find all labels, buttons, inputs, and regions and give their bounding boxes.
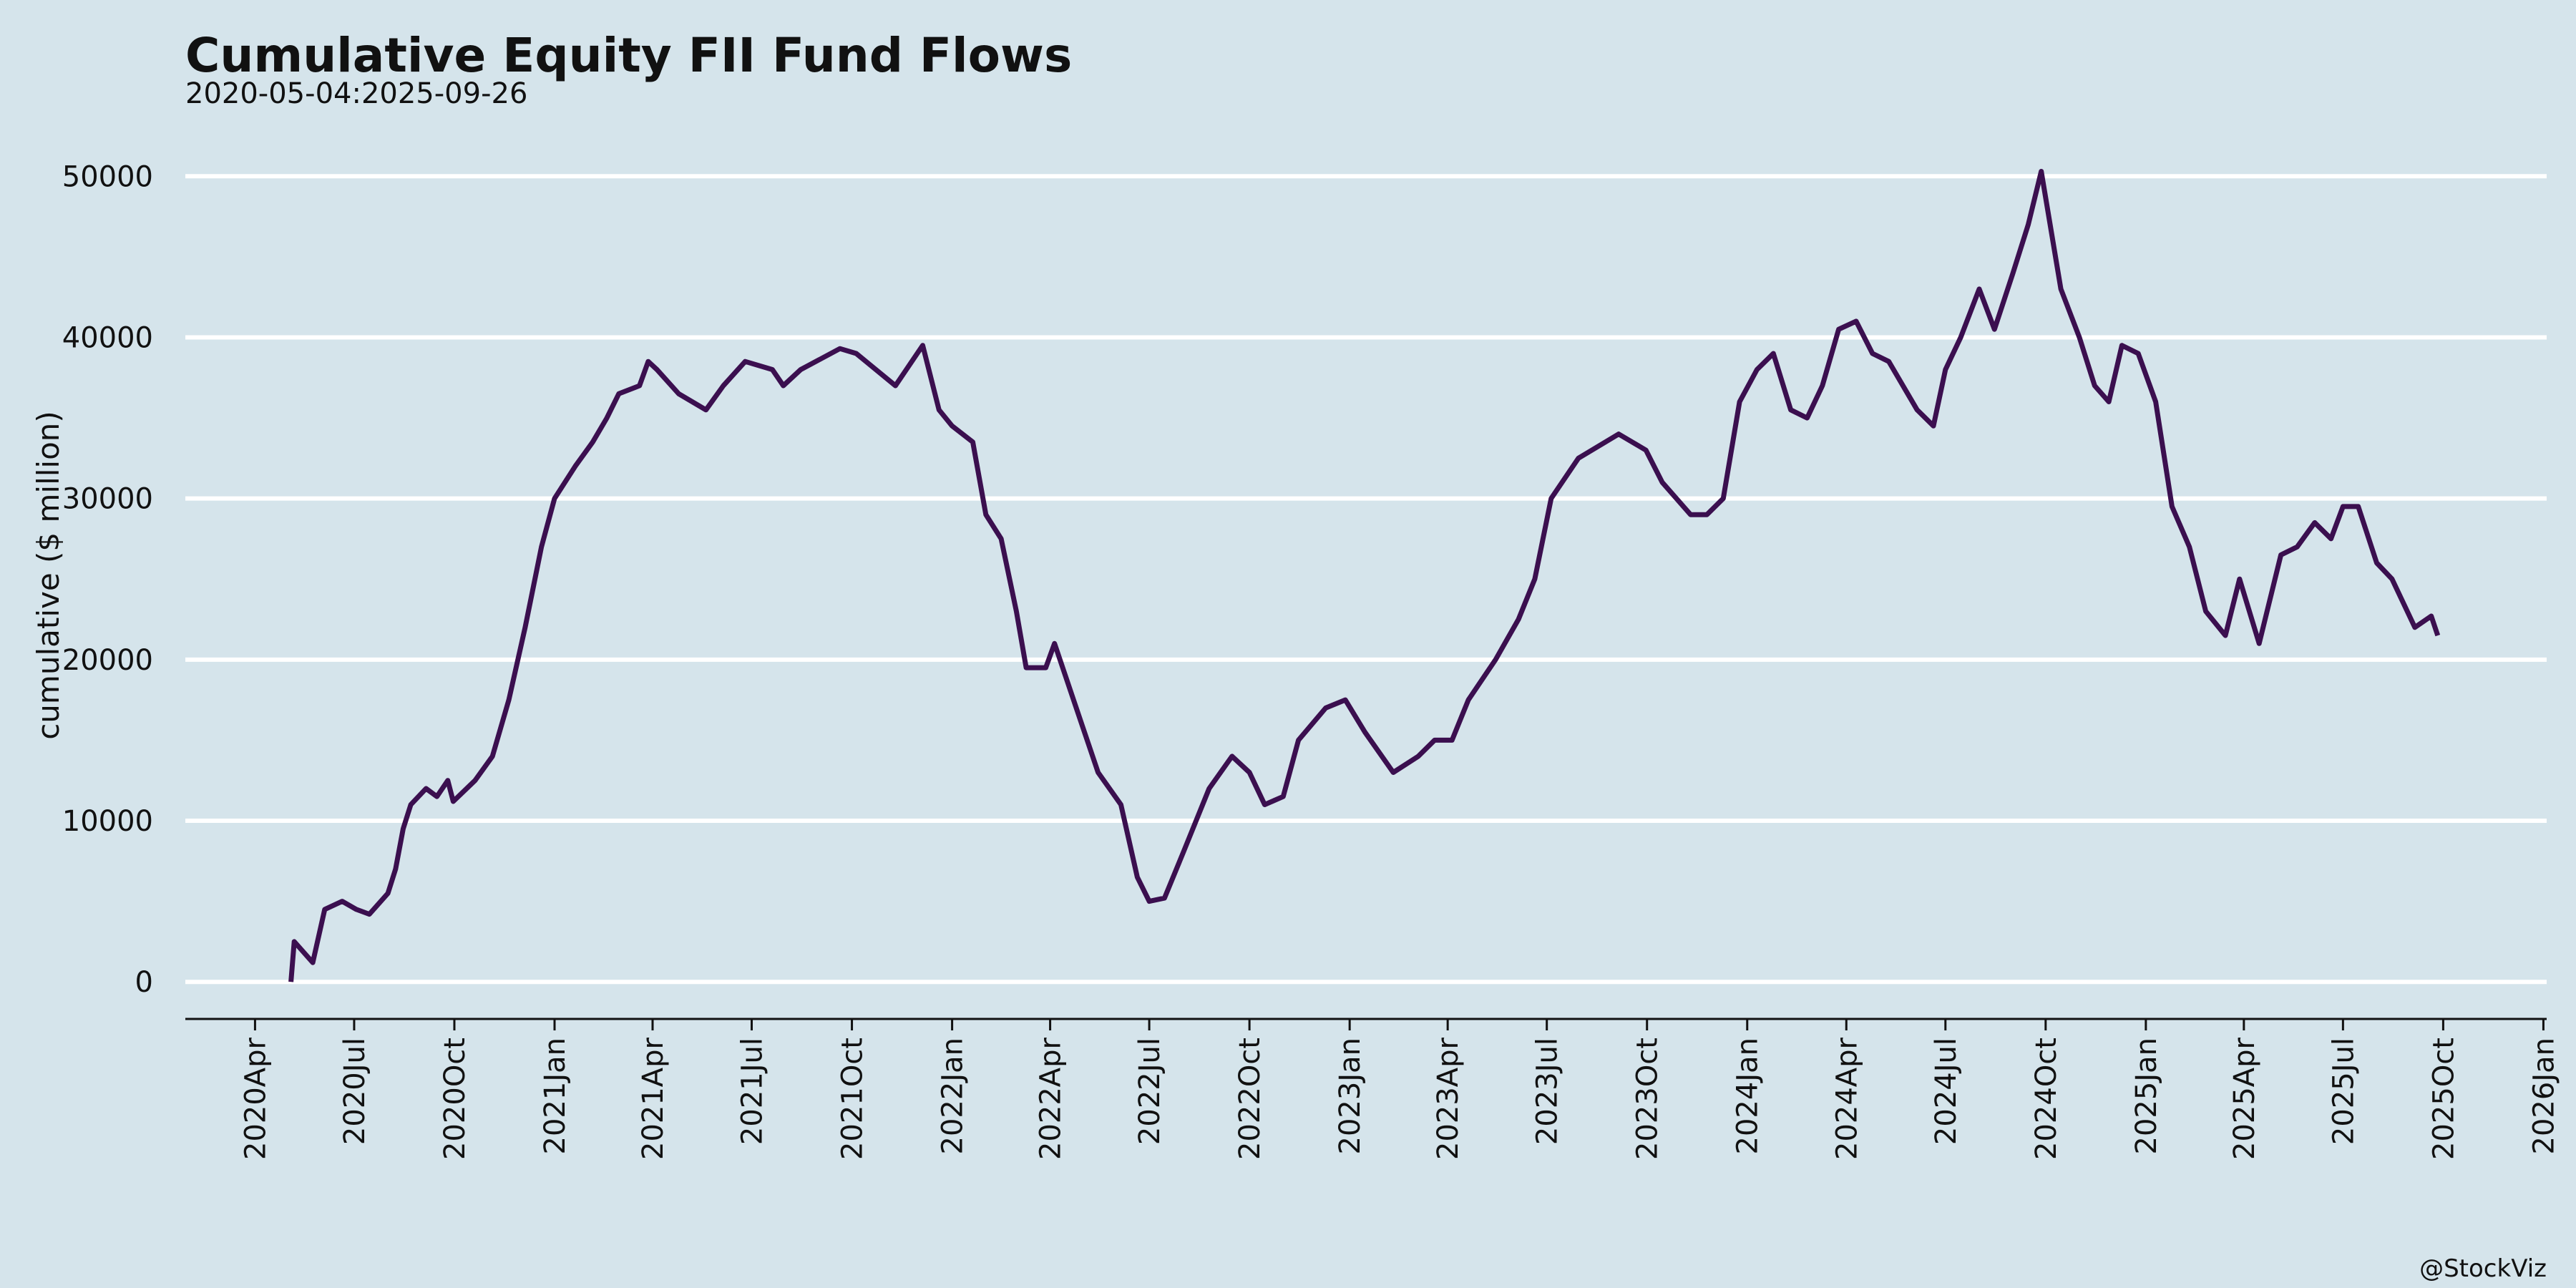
y-axis-label: cumulative ($ million) [31,411,66,740]
y-tick-label: 30000 [62,483,153,516]
x-tick-label: 2025Oct [2427,1038,2460,1160]
x-tick-label: 2024Jul [1930,1038,1963,1145]
x-tick-label: 2020Jul [338,1038,371,1145]
x-tick-label: 2021Jul [736,1038,769,1145]
x-tick-label: 2025Apr [2228,1037,2261,1160]
x-tick-label: 2020Apr [239,1037,272,1160]
caption: @StockViz [2419,1254,2547,1283]
x-tick-label: 2022Oct [1234,1038,1267,1160]
x-tick-label: 2023Oct [1631,1038,1664,1160]
x-tick-label: 2021Apr [637,1037,670,1160]
x-tick-label: 2023Jul [1531,1038,1564,1145]
data-line [288,169,2441,982]
x-tick-label: 2025Jul [2327,1038,2360,1145]
x-tick-label: 2021Jan [539,1038,572,1154]
x-tick-label: 2024Apr [1830,1037,1863,1160]
y-tick-label: 40000 [62,321,153,354]
x-tick-label: 2026Jan [2527,1038,2560,1154]
x-tick-label: 2023Jan [1334,1038,1367,1154]
x-tick-label: 2024Oct [2030,1038,2063,1160]
x-tick-label: 2021Oct [836,1038,869,1160]
x-tick-label: 2022Jan [937,1038,970,1154]
x-tick-label: 2020Oct [439,1038,472,1160]
y-tick-label: 50000 [62,160,153,193]
x-tick-label: 2023Apr [1432,1037,1465,1160]
x-tick-label: 2022Apr [1035,1037,1068,1160]
y-tick-label: 20000 [62,644,153,677]
x-tick-label: 2025Jan [2130,1038,2163,1154]
x-tick-label: 2022Jul [1133,1038,1166,1145]
chart-subtitle: 2020-05-04:2025-09-26 [185,77,527,110]
x-tick-label: 2024Jan [1732,1038,1765,1154]
y-tick-label: 10000 [62,805,153,838]
y-tick-label: 0 [135,966,153,999]
chart-title: Cumulative Equity FII Fund Flows [185,28,1072,83]
